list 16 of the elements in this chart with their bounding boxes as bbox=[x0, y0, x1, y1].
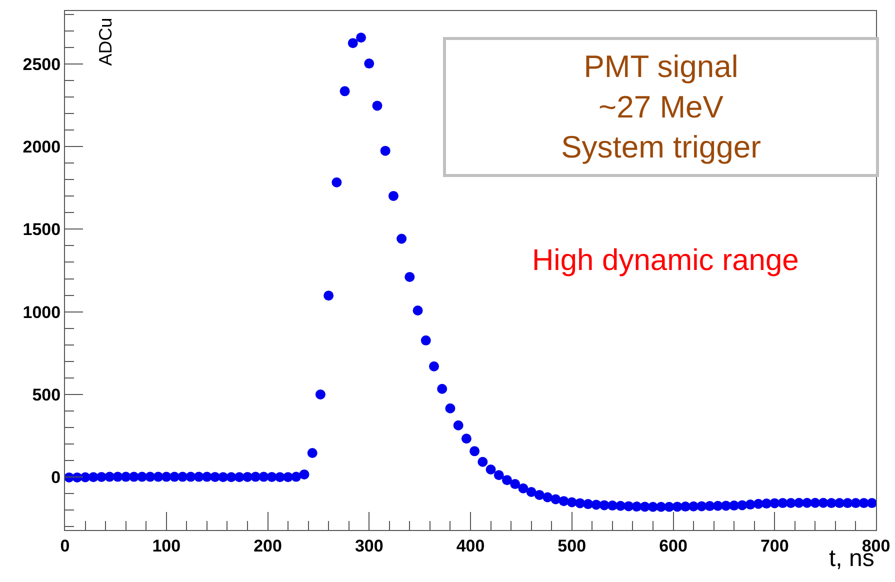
y-tick-label: 2500 bbox=[22, 54, 61, 74]
x-tick-label: 200 bbox=[254, 536, 282, 556]
y-tick-label: 500 bbox=[32, 385, 61, 404]
x-tick-label: 400 bbox=[456, 536, 485, 556]
x-tick-label: 500 bbox=[558, 536, 586, 556]
x-tick-label: 100 bbox=[152, 536, 181, 556]
annotation: PMT signal ~27 MeV System trigger bbox=[561, 49, 761, 165]
x-tick-label: 300 bbox=[354, 536, 384, 556]
y-tick-label: 1000 bbox=[22, 302, 61, 322]
y-tick-label: 2000 bbox=[22, 137, 61, 156]
y-tick-label: 1500 bbox=[22, 220, 61, 240]
x-tick-label: 700 bbox=[760, 536, 789, 556]
y-axis-title: ADCu bbox=[95, 18, 116, 66]
y-tick-label: 0 bbox=[51, 468, 61, 488]
annotation: High dynamic range bbox=[532, 244, 799, 277]
x-tick-label: 600 bbox=[659, 536, 688, 556]
